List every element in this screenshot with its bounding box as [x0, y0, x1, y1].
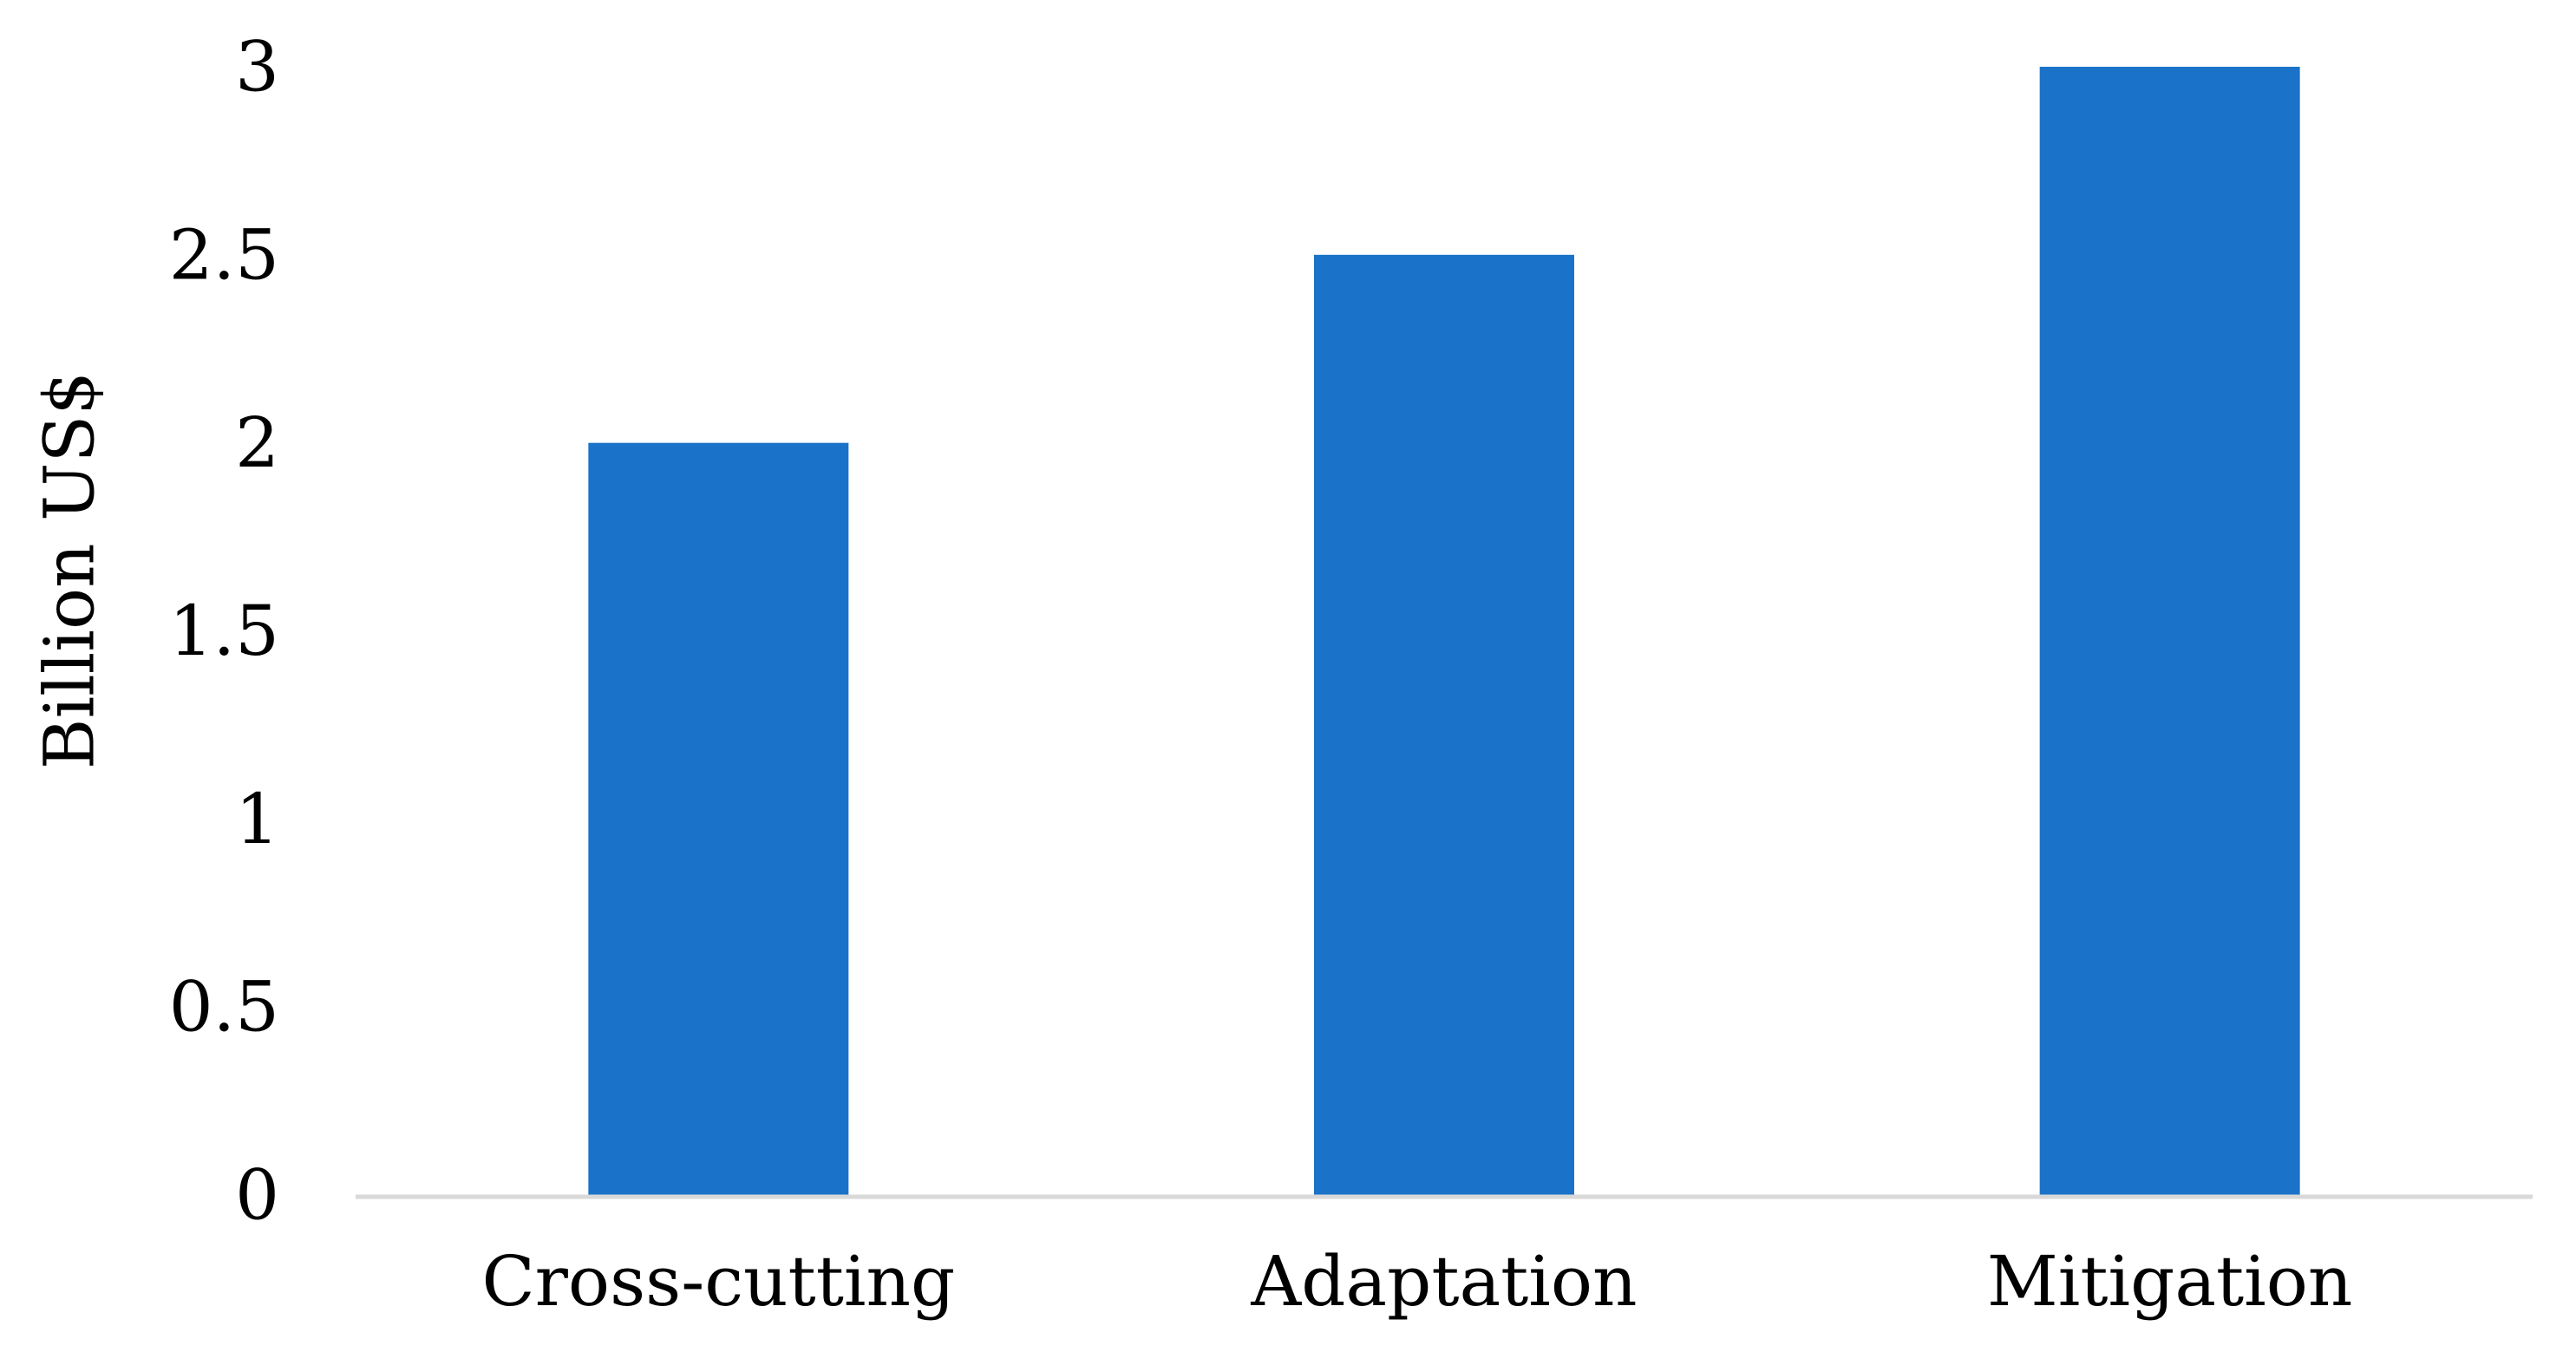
y-tick-label: 2.5: [169, 214, 279, 295]
bar-cross-cutting: [588, 442, 849, 1196]
x-tick-label: Cross-cutting: [481, 1241, 955, 1322]
bar-adaptation: [1314, 254, 1574, 1195]
y-axis-title: Billion US$: [29, 371, 110, 769]
bar-mitigation: [2039, 67, 2300, 1195]
x-axis-ticks: Cross-cutting Adaptation Mitigation: [481, 1241, 2352, 1322]
x-tick-label: Mitigation: [1987, 1241, 2353, 1322]
y-tick-label: 0.5: [169, 967, 279, 1048]
y-tick-label: 1.5: [169, 591, 279, 671]
y-tick-label: 1: [235, 779, 279, 859]
x-tick-label: Adaptation: [1250, 1241, 1637, 1322]
y-tick-label: 3: [235, 27, 279, 108]
y-tick-label: 0: [235, 1155, 279, 1236]
y-tick-label: 2: [235, 402, 279, 483]
bars: [588, 67, 2300, 1196]
y-axis-ticks: 0 0.5 1 1.5 2 2.5 3: [169, 27, 279, 1236]
